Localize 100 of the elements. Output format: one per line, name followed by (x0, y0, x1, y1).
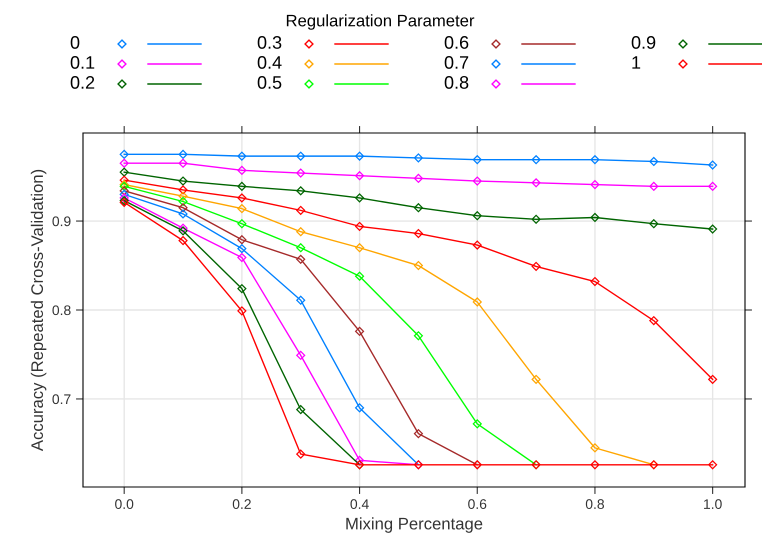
point (237, 219, 246, 228)
point (178, 150, 188, 159)
point (120, 158, 129, 168)
legend-label: 0.9 (632, 36, 656, 49)
point (649, 182, 658, 191)
point (355, 193, 364, 202)
point (355, 272, 364, 281)
point (178, 196, 188, 206)
point (414, 203, 423, 212)
point (120, 193, 129, 202)
point (120, 186, 129, 196)
point (296, 168, 306, 178)
point (237, 252, 246, 262)
x-tick-label: 0.8 (586, 499, 604, 510)
point (237, 244, 246, 254)
point (355, 152, 364, 161)
point (178, 209, 188, 218)
x-tick-label: 0.2 (232, 499, 251, 510)
point (355, 326, 364, 336)
point (296, 450, 306, 459)
point (296, 405, 306, 414)
point (296, 152, 306, 161)
point (472, 297, 482, 307)
point (237, 235, 246, 244)
point (355, 403, 364, 412)
legend-label: 0 (70, 36, 80, 49)
point (414, 174, 423, 183)
x-tick-label: 0.4 (350, 499, 369, 510)
point (178, 224, 188, 233)
point (120, 168, 129, 177)
point (178, 203, 188, 212)
point (532, 374, 541, 384)
legend-label: 0.3 (258, 36, 282, 49)
point (237, 284, 246, 294)
x-tick-label: 0.0 (115, 499, 134, 510)
legend-label: 0.6 (444, 36, 468, 49)
point (296, 254, 306, 264)
y-tick-label: 0.9 (52, 216, 71, 226)
x-axis-title: Mixing Percentage (346, 517, 482, 533)
point (178, 185, 188, 194)
point (472, 176, 482, 186)
point (532, 262, 541, 271)
y-axis-title: Accuracy (Repeated Cross-Validation) (30, 170, 46, 452)
point (237, 166, 246, 175)
point (120, 176, 129, 185)
point (414, 260, 423, 270)
point (708, 160, 718, 170)
point (649, 156, 658, 166)
legend-label: 0.7 (444, 56, 468, 69)
x-tick-label: 1.0 (704, 499, 722, 510)
point (472, 419, 482, 428)
point (590, 460, 600, 470)
point (120, 190, 129, 199)
legend-label: 0.8 (444, 76, 468, 89)
point (296, 206, 306, 215)
point (708, 374, 718, 384)
point (178, 176, 188, 186)
point (296, 296, 306, 305)
point (296, 186, 306, 196)
point (120, 150, 129, 159)
point (237, 306, 246, 316)
point (708, 182, 718, 191)
point (296, 227, 306, 236)
point (414, 228, 423, 238)
y-tick-label: 0.8 (52, 305, 71, 316)
point (414, 429, 423, 438)
point (472, 211, 482, 220)
point (414, 153, 423, 162)
point (296, 350, 306, 360)
point (708, 224, 718, 234)
point (237, 152, 246, 161)
legend-label: 0.1 (70, 56, 94, 69)
y-tick-label: 0.7 (52, 394, 70, 404)
point (590, 155, 600, 164)
point (649, 316, 658, 326)
point (237, 204, 246, 214)
point (649, 219, 658, 228)
point (414, 331, 423, 340)
x-tick-label: 0.6 (468, 499, 486, 510)
legend-title: Regularization Parameter (286, 14, 474, 30)
legend-label: 0.2 (70, 76, 94, 89)
point (355, 222, 364, 231)
point (590, 180, 600, 190)
point (355, 456, 364, 465)
point (472, 155, 482, 164)
point (532, 155, 541, 164)
point (296, 243, 306, 252)
point (532, 178, 541, 188)
legend-label: 0.5 (258, 76, 282, 89)
point (237, 182, 246, 191)
legend-label: 1 (632, 56, 640, 69)
point (237, 193, 246, 202)
point (178, 236, 188, 246)
point (178, 158, 188, 168)
point (532, 214, 541, 224)
point (590, 212, 600, 222)
point (355, 243, 364, 252)
point (178, 192, 188, 201)
point (178, 226, 188, 236)
point (708, 460, 718, 470)
